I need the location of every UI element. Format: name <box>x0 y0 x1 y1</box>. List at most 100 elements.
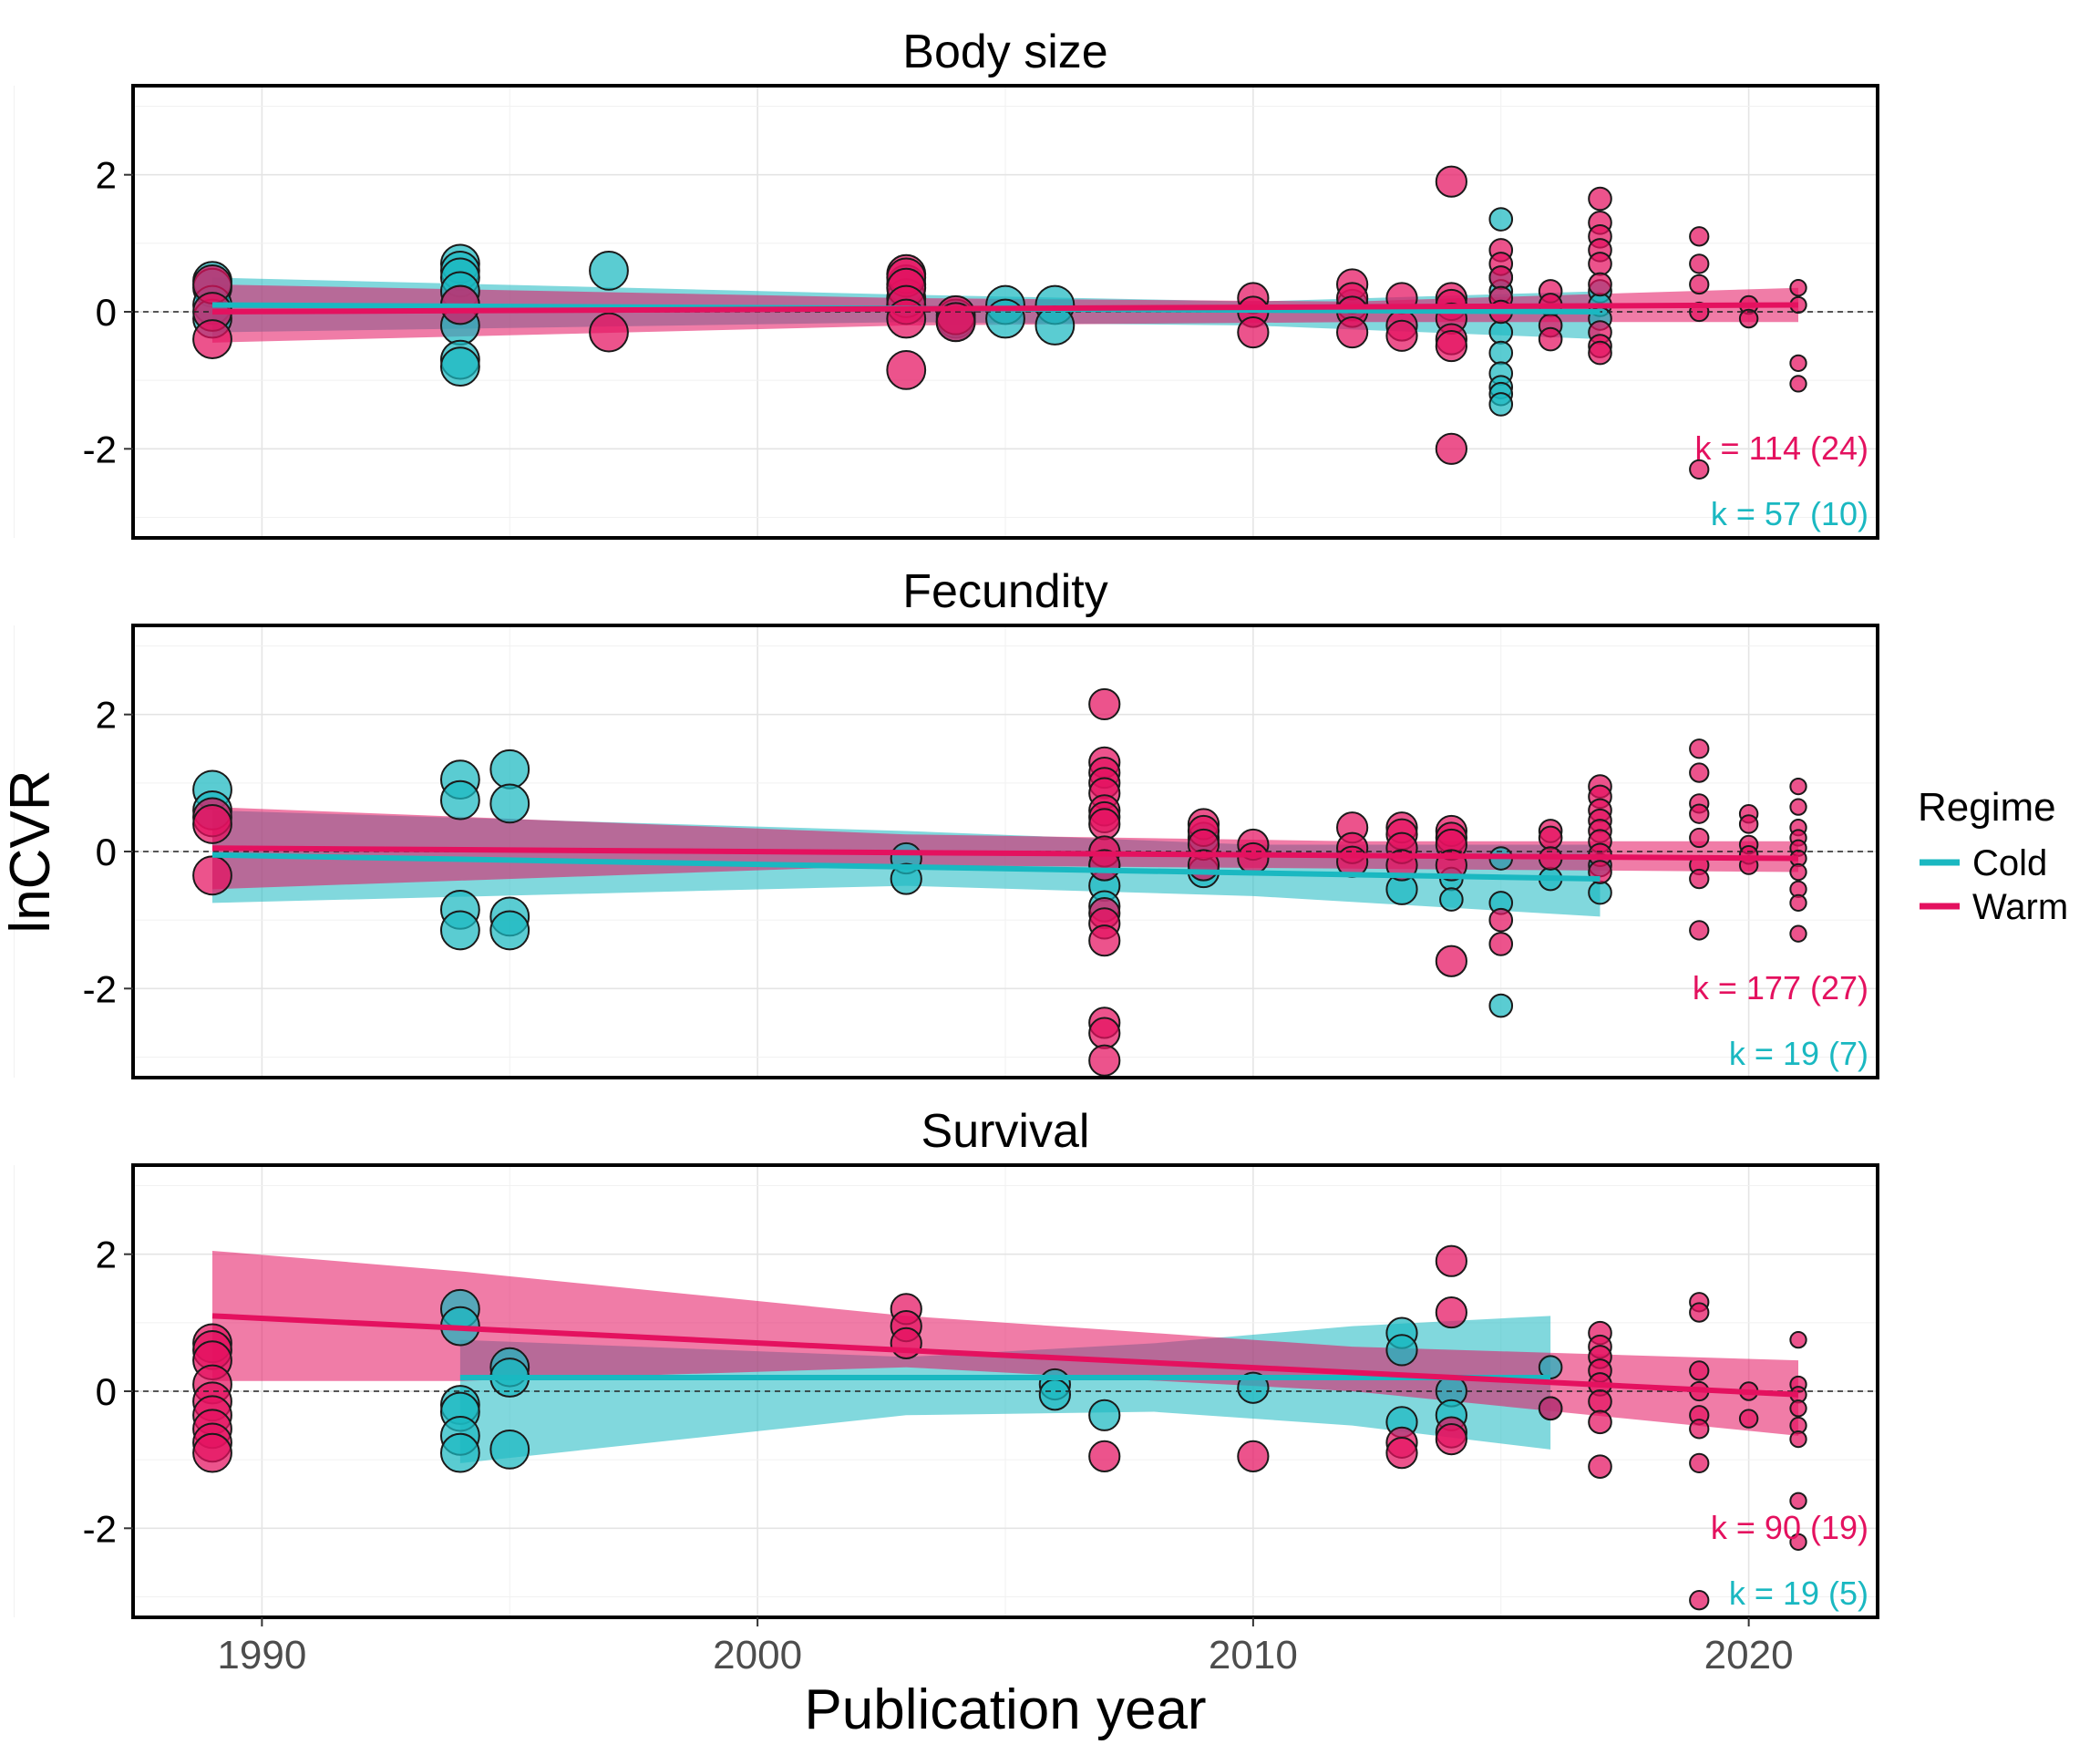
data-point-warm <box>1689 1452 1710 1474</box>
data-point-cold <box>1038 1378 1071 1411</box>
data-point-warm <box>1588 1409 1612 1435</box>
data-point-cold <box>1488 207 1514 232</box>
data-point-cold <box>890 862 922 895</box>
data-point-warm <box>1789 893 1807 913</box>
x-tick-label: 2000 <box>713 1633 802 1678</box>
data-point-warm <box>1689 738 1710 759</box>
data-point-warm <box>1789 354 1807 373</box>
data-point-warm <box>1088 1440 1121 1472</box>
data-point-warm <box>1789 1492 1807 1510</box>
data-point-warm <box>1435 945 1467 977</box>
legend-label-cold: Cold <box>1972 843 2047 883</box>
data-point-warm <box>1538 1396 1563 1421</box>
data-point-warm <box>1689 803 1710 824</box>
fit-line-cold <box>211 852 1601 883</box>
panel-title: Body size <box>902 26 1107 78</box>
data-point-warm <box>1689 226 1710 247</box>
data-point-warm <box>1789 375 1807 393</box>
data-point-warm <box>1488 265 1514 290</box>
x-tick-label: 1990 <box>217 1633 306 1678</box>
data-point-cold <box>1439 887 1464 912</box>
legend-title: Regime <box>1918 785 2056 830</box>
data-point-warm <box>1689 920 1710 941</box>
data-point-cold <box>439 346 480 387</box>
data-point-warm <box>886 349 927 390</box>
data-point-warm <box>1689 827 1710 849</box>
data-point-warm <box>1789 1399 1807 1418</box>
y-tick-label: 0 <box>96 831 117 873</box>
data-point-warm <box>1385 1437 1418 1470</box>
data-point-cold <box>1488 320 1514 345</box>
data-point-warm <box>1689 1360 1710 1381</box>
data-point-warm <box>1237 841 1270 875</box>
data-point-cold <box>439 779 480 821</box>
data-point-cold <box>439 910 480 951</box>
y-tick-label: -2 <box>83 1507 117 1550</box>
data-point-warm <box>1237 315 1270 349</box>
data-point-cold <box>1488 392 1514 417</box>
y-tick-label: -2 <box>83 967 117 1010</box>
y-tick-label: 2 <box>96 154 117 197</box>
data-point-warm <box>1689 868 1710 890</box>
data-point-warm <box>1237 1440 1270 1472</box>
data-point-warm <box>1689 1419 1710 1440</box>
x-tick-label: 2020 <box>1704 1633 1794 1678</box>
data-point-cold <box>1588 880 1612 905</box>
x-tick-label: 2010 <box>1209 1633 1298 1678</box>
data-point-warm <box>935 302 976 343</box>
data-point-warm <box>192 319 232 359</box>
data-point-warm <box>1336 315 1369 349</box>
panel-fecundity: Fecundity -2 0 2 k = 177 (27) k = 19 (7) <box>14 565 1879 1079</box>
data-point-warm <box>1538 825 1563 851</box>
data-point-warm <box>589 312 629 353</box>
data-point-warm <box>1088 808 1121 841</box>
data-point-warm <box>1789 777 1807 796</box>
k-label-cold: k = 19 (5) <box>1729 1574 1868 1612</box>
data-point-warm <box>1088 1044 1121 1077</box>
x-axis-title: Publication year <box>804 1678 1206 1741</box>
data-point-warm <box>1588 272 1612 297</box>
data-point-cold <box>489 910 530 951</box>
k-label-warm: k = 90 (19) <box>1711 1509 1868 1546</box>
data-point-cold <box>439 1432 480 1473</box>
data-point-warm <box>1738 308 1759 329</box>
data-point-warm <box>1588 1454 1612 1479</box>
data-point-cold <box>1088 1399 1121 1431</box>
data-point-warm <box>1588 252 1612 276</box>
data-point-warm <box>1789 1533 1807 1551</box>
data-point-warm <box>1689 274 1710 295</box>
data-point-warm <box>1738 814 1759 834</box>
data-point-cold <box>985 298 1025 339</box>
data-point-warm <box>1789 924 1807 943</box>
data-point-warm <box>1435 432 1467 465</box>
confidence-band-warm <box>212 1250 1798 1436</box>
data-point-warm <box>1435 165 1467 198</box>
data-point-cold <box>589 251 629 291</box>
data-point-warm <box>1689 253 1710 274</box>
data-point-warm <box>1588 340 1612 366</box>
panel-survival: Survival -2 0 2 k = 90 (19) k = 19 (5) 1990 200… <box>14 1105 1879 1678</box>
data-point-warm <box>192 1432 232 1473</box>
data-point-warm <box>1435 329 1467 363</box>
data-point-warm <box>1488 932 1514 956</box>
data-point-cold <box>489 1429 530 1470</box>
data-point-warm <box>1789 1430 1807 1449</box>
data-point-warm <box>1435 1244 1467 1277</box>
fit-line-warm <box>211 845 1799 862</box>
panel-body-size: Body size -2 0 2 k = 114 (24) k = 57 (10) <box>14 26 1879 540</box>
y-tick-label: 0 <box>96 291 117 334</box>
data-point-warm <box>1738 1409 1759 1429</box>
data-point-warm <box>192 804 232 844</box>
data-point-cold <box>1488 340 1514 366</box>
y-axis-title: lnCVR <box>0 769 62 933</box>
data-point-warm <box>1689 762 1710 783</box>
data-point-cold <box>489 748 530 790</box>
k-label-cold: k = 57 (10) <box>1711 495 1868 532</box>
k-label-warm: k = 114 (24) <box>1695 429 1868 467</box>
y-tick-label: 0 <box>96 1370 117 1413</box>
data-point-cold <box>1385 1334 1418 1367</box>
data-point-warm <box>1689 1590 1710 1611</box>
data-point-warm <box>1588 1389 1612 1414</box>
